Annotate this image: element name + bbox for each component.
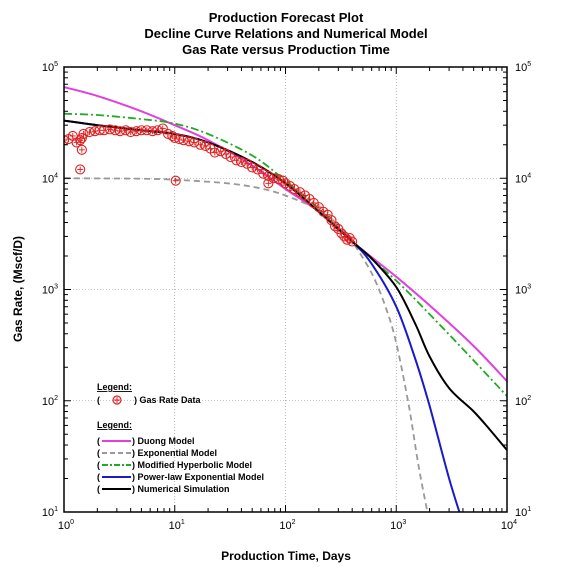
data-point bbox=[104, 124, 116, 135]
data-point bbox=[231, 155, 242, 166]
data-point bbox=[84, 127, 95, 138]
legend-label: ) Exponential Model bbox=[132, 448, 217, 458]
legend-entry: ( ) Duong Model bbox=[97, 436, 195, 446]
legend-data: Legend: ( ) Gas Rate Data bbox=[97, 382, 202, 405]
legend-entry: ( ) Numerical Simulation bbox=[97, 484, 230, 494]
legend-models-heading: Legend: bbox=[97, 420, 132, 430]
svg-text:(: ( bbox=[97, 448, 100, 458]
legend-paren-open: ( bbox=[97, 395, 100, 405]
legend-entry: ( ) Modified Hyperbolic Model bbox=[97, 460, 252, 470]
data-point bbox=[268, 173, 279, 184]
data-point bbox=[225, 152, 236, 163]
x-tick-label: 100 bbox=[58, 519, 74, 532]
legend-data-heading: Legend: bbox=[97, 382, 132, 392]
data-point bbox=[147, 126, 158, 137]
data-point bbox=[178, 135, 189, 146]
data-point bbox=[114, 126, 125, 137]
chart-title: Production Forecast Plot Decline Curve R… bbox=[144, 10, 427, 57]
legend-entry: ( ) Exponential Model bbox=[97, 448, 217, 458]
y-axis-label: Gas Rate, (Mscf/D) bbox=[11, 236, 25, 342]
data-point bbox=[141, 125, 152, 136]
data-point bbox=[170, 175, 181, 186]
svg-text:(: ( bbox=[97, 436, 100, 446]
legend-label: ) Numerical Simulation bbox=[132, 484, 230, 494]
y-tick-label-right: 102 bbox=[515, 395, 531, 408]
data-point bbox=[184, 136, 195, 147]
y-tick-label-left: 105 bbox=[42, 61, 58, 74]
series-line-modified-hyperbolic-model bbox=[64, 112, 507, 397]
data-point bbox=[152, 125, 163, 136]
x-tick-label: 101 bbox=[169, 519, 185, 532]
legend-label: ) Power-law Exponential Model bbox=[132, 472, 264, 482]
data-point bbox=[131, 126, 142, 137]
data-point bbox=[242, 158, 253, 169]
data-point bbox=[76, 144, 87, 155]
y-tick-label-right: 104 bbox=[515, 172, 531, 185]
x-tick-label: 104 bbox=[501, 519, 517, 532]
data-point bbox=[125, 127, 136, 138]
grid-lines bbox=[64, 67, 507, 512]
x-tick-label: 103 bbox=[390, 519, 406, 532]
x-tick-label: 102 bbox=[279, 519, 295, 532]
data-point bbox=[189, 137, 200, 148]
y-tick-label-left: 101 bbox=[42, 506, 58, 519]
data-point bbox=[120, 125, 131, 136]
title-line-1: Production Forecast Plot bbox=[209, 10, 364, 25]
y-tick-label-right: 105 bbox=[515, 61, 531, 74]
title-line-2: Decline Curve Relations and Numerical Mo… bbox=[144, 26, 427, 41]
data-point bbox=[75, 164, 86, 175]
y-tick-label-right: 101 bbox=[515, 506, 531, 519]
data-point bbox=[236, 156, 247, 168]
data-point bbox=[258, 168, 269, 179]
legend-data-marker bbox=[112, 395, 122, 405]
data-point bbox=[157, 123, 168, 134]
data-point bbox=[277, 175, 289, 186]
y-tick-label-left: 102 bbox=[42, 395, 58, 408]
x-axis-label: Production Time, Days bbox=[221, 549, 351, 563]
legend-data-label: ) Gas Rate Data bbox=[134, 395, 202, 405]
svg-text:(: ( bbox=[97, 484, 100, 494]
y-tick-label-left: 103 bbox=[42, 284, 58, 297]
data-point bbox=[195, 139, 206, 150]
svg-text:(: ( bbox=[97, 460, 100, 470]
data-point bbox=[263, 178, 274, 189]
legend-label: ) Modified Hyperbolic Model bbox=[132, 460, 252, 470]
series-line-duong-model bbox=[64, 86, 507, 382]
data-point bbox=[322, 209, 333, 220]
data-point bbox=[347, 236, 358, 247]
data-point bbox=[326, 215, 337, 226]
gas-rate-data-points bbox=[64, 123, 358, 247]
y-tick-label-right: 103 bbox=[515, 284, 531, 297]
legend-label: ) Duong Model bbox=[132, 436, 195, 446]
legend-models: Legend: ( ) Duong Model ( ) Exponential Mod… bbox=[97, 420, 264, 494]
title-line-3: Gas Rate versus Production Time bbox=[182, 42, 390, 57]
y-tick-label-left: 104 bbox=[42, 172, 58, 185]
legend-entry: ( ) Power-law Exponential Model bbox=[97, 472, 264, 482]
series-line-power-law-exponential-model bbox=[64, 119, 461, 512]
svg-text:(: ( bbox=[97, 472, 100, 482]
data-point bbox=[247, 162, 258, 173]
